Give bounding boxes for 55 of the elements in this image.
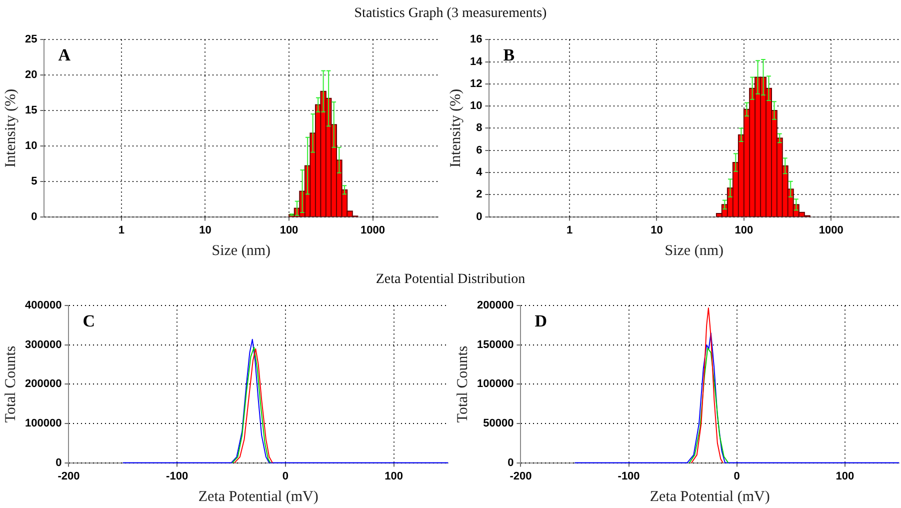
y-tick-label: 150000 bbox=[476, 338, 514, 351]
y-tick-label: 5 bbox=[31, 175, 38, 188]
x-tick-label: 100 bbox=[280, 224, 298, 236]
x-tick-label: 10 bbox=[199, 224, 212, 236]
y-tick-label: 200000 bbox=[24, 378, 62, 390]
y-tick-label: 10 bbox=[470, 100, 482, 112]
x-tick-label: 0 bbox=[734, 470, 740, 482]
annotation: B bbox=[503, 45, 515, 64]
y-tick-label: 6 bbox=[476, 144, 482, 156]
y-tick-label: 0 bbox=[31, 210, 38, 223]
y-tick-label: 50000 bbox=[483, 418, 514, 430]
y-axis-title: Total Counts bbox=[2, 346, 19, 423]
y-axis-title: Intensity (%) bbox=[448, 88, 464, 168]
x-tick-label: 1 bbox=[118, 224, 124, 236]
y-tick-label: 2 bbox=[476, 188, 482, 201]
x-axis-title: Size (nm) bbox=[212, 242, 270, 259]
y-axis-title: Intensity (%) bbox=[2, 88, 19, 168]
x-tick-label: 100 bbox=[836, 470, 854, 482]
y-tick-label: 8 bbox=[476, 122, 482, 134]
y-tick-label: 400000 bbox=[24, 300, 62, 312]
y-tick-label: 15 bbox=[24, 104, 38, 117]
x-tick-label: 1 bbox=[566, 224, 573, 236]
y-tick-label: 20 bbox=[24, 69, 38, 82]
x-tick-label: -100 bbox=[618, 470, 640, 482]
x-tick-label: 0 bbox=[282, 470, 289, 482]
x-tick-label: -200 bbox=[510, 470, 532, 482]
y-tick-label: 4 bbox=[476, 166, 484, 179]
y-axis-title: Total Counts bbox=[454, 346, 471, 423]
chart-title: Zeta Potential Distribution bbox=[374, 272, 526, 288]
x-tick-label: 100 bbox=[734, 224, 754, 236]
annotation: A bbox=[58, 45, 72, 64]
x-axis-title: Zeta Potential (mV) bbox=[198, 488, 318, 505]
y-tick-label: 100000 bbox=[476, 378, 514, 390]
chart-title: Statistics Graph (3 measurements) bbox=[353, 6, 548, 22]
y-tick-label: 300000 bbox=[24, 338, 62, 351]
x-axis-title: Zeta Potential (mV) bbox=[650, 488, 770, 505]
x-tick-label: -200 bbox=[58, 470, 80, 482]
y-tick-label: 0 bbox=[56, 456, 62, 469]
x-tick-label: -100 bbox=[166, 470, 188, 482]
y-tick-label: 14 bbox=[470, 56, 484, 68]
x-tick-label: 10 bbox=[650, 224, 663, 236]
x-axis-title: Size (nm) bbox=[664, 242, 724, 259]
y-tick-label: 0 bbox=[476, 210, 482, 223]
y-tick-label: 16 bbox=[470, 34, 482, 46]
y-tick-label: 100000 bbox=[24, 418, 62, 430]
y-tick-label: 12 bbox=[470, 78, 482, 90]
x-tick-label: 100 bbox=[384, 470, 403, 482]
x-tick-label: 1000 bbox=[818, 224, 844, 236]
y-tick-label: 200000 bbox=[476, 300, 514, 312]
x-tick-label: 1000 bbox=[360, 224, 386, 236]
annotation: D bbox=[534, 311, 547, 330]
y-tick-label: 25 bbox=[24, 34, 38, 46]
annotation: C bbox=[82, 311, 95, 330]
y-tick-label: 10 bbox=[24, 140, 38, 152]
y-tick-label: 0 bbox=[508, 456, 514, 469]
